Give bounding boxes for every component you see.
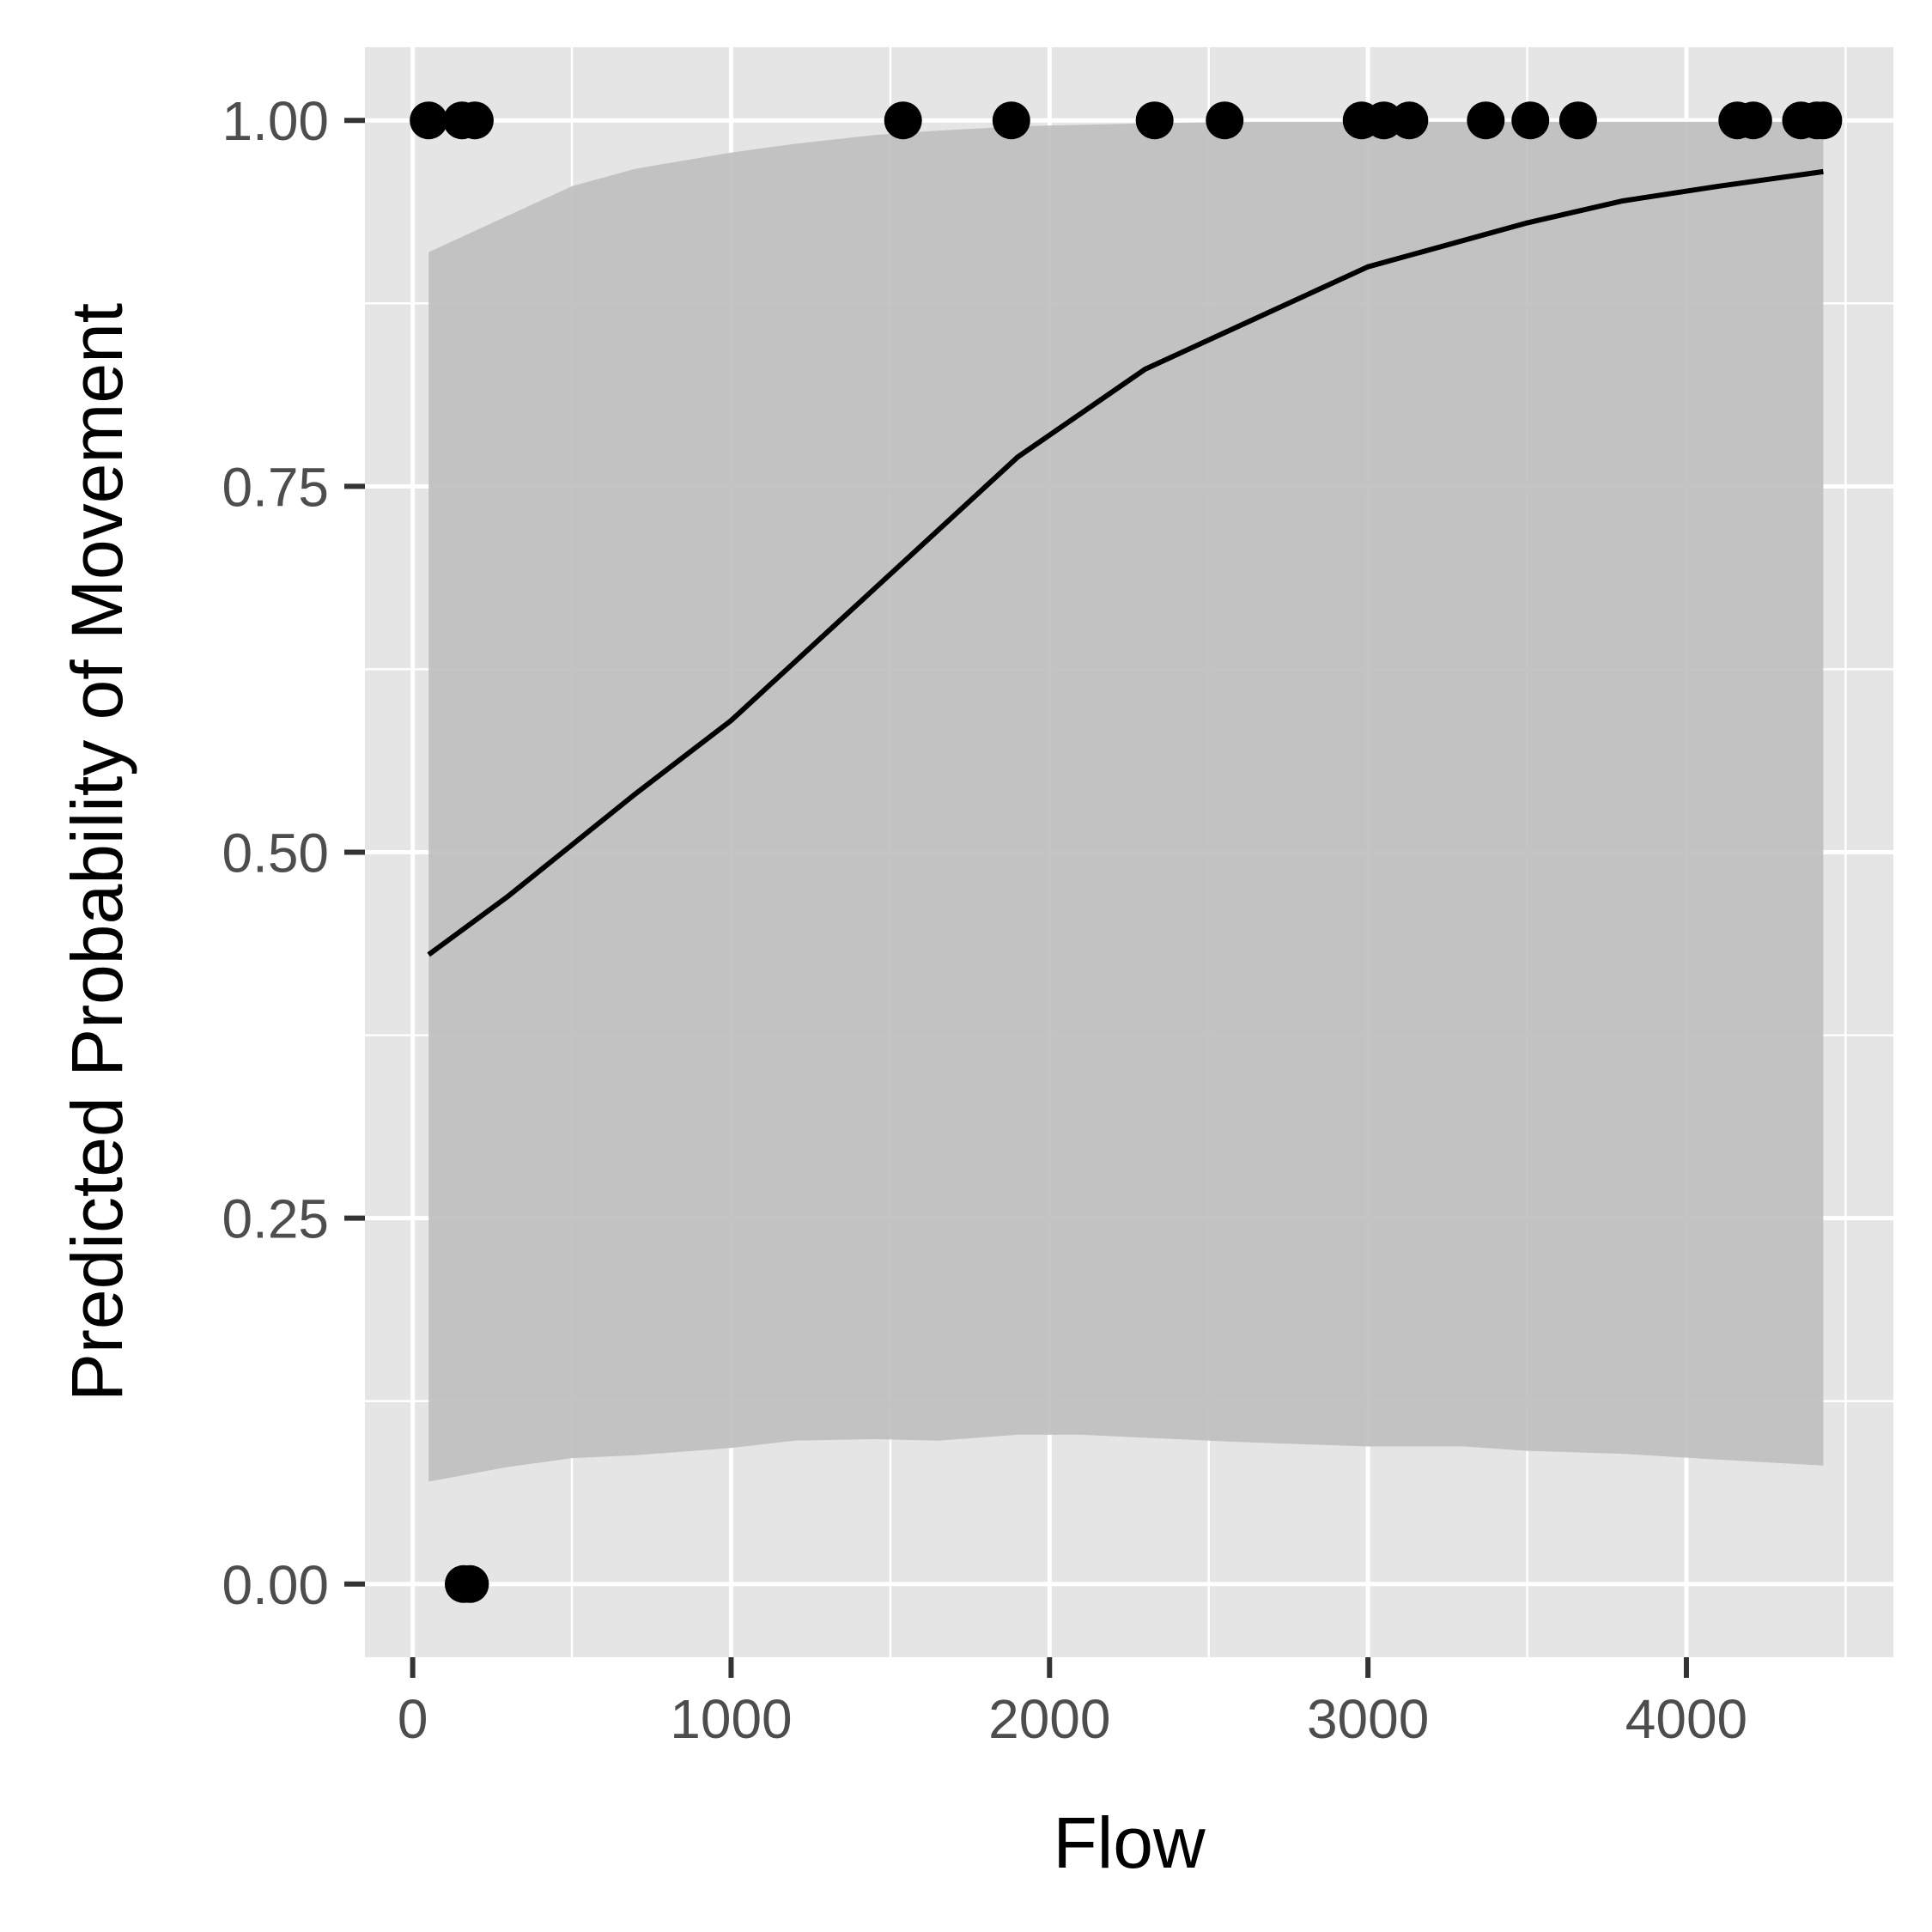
data-points [410,101,1843,1603]
data-point [451,1564,489,1603]
y-tick-label: 0.50 [222,823,329,884]
data-point [1511,101,1550,140]
x-tick-label: 1000 [670,1688,792,1750]
data-point [1467,101,1505,140]
y-axis: 0.00 0.25 0.50 0.75 1.00 [222,90,365,1616]
data-point [1390,101,1429,140]
confidence-band [428,121,1824,1482]
data-point [1206,101,1244,140]
y-tick-label: 0.00 [222,1554,329,1616]
fit-line [427,168,1824,957]
data-point [1558,101,1597,140]
x-axis-title: Flow [1053,1802,1206,1883]
data-point [455,101,494,140]
x-axis: 0 1000 2000 3000 4000 [398,1657,1747,1750]
data-point [992,101,1030,140]
data-point [1804,101,1843,140]
x-tick-label: 3000 [1307,1688,1429,1750]
data-point [1734,101,1772,140]
y-tick-label: 1.00 [222,90,329,152]
x-tick-label: 0 [398,1688,428,1750]
x-tick-label: 4000 [1625,1688,1747,1750]
data-point [1135,101,1174,140]
x-tick-label: 2000 [988,1688,1110,1750]
y-tick-label: 0.25 [222,1188,329,1250]
y-axis-title: Predicted Probability of Movement [57,303,137,1401]
data-point [410,101,448,140]
data-point [884,101,922,140]
y-tick-label: 0.75 [222,456,329,518]
